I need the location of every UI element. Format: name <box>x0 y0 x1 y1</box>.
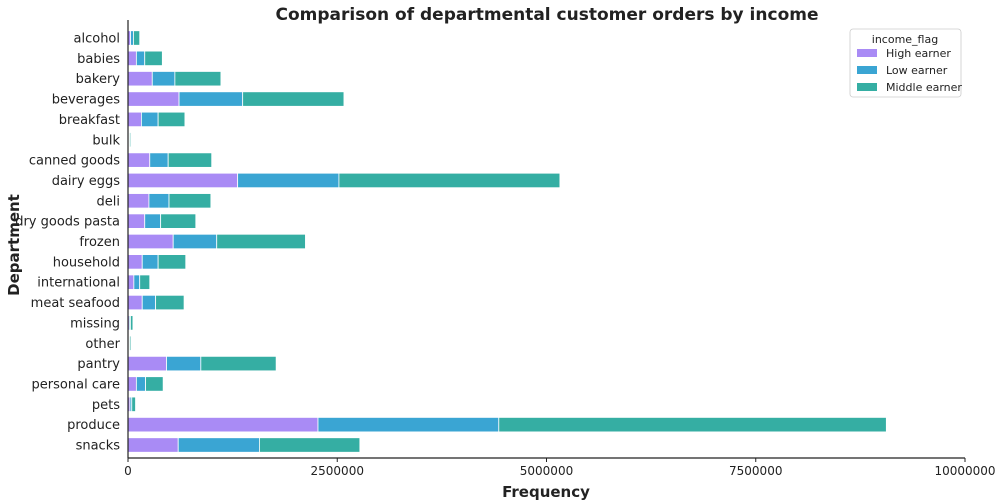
bar-household-high-earner <box>127 254 143 270</box>
y-tick-label-bulk: bulk <box>92 133 120 148</box>
bar-dry-goods-pasta-middle-earner <box>160 213 197 229</box>
bar-bakery-middle-earner <box>174 71 222 87</box>
legend-label-high-earner: High earner <box>886 47 951 60</box>
legend-swatch-high-earner <box>857 49 877 57</box>
bar-meat-seafood-low-earner <box>141 294 157 311</box>
y-tick-label-snacks: snacks <box>76 439 121 454</box>
bar-personal-care-middle-earner <box>145 376 164 392</box>
y-tick-label-household: household <box>53 255 120 270</box>
bar-dairy-eggs-middle-earner <box>338 172 561 189</box>
x-tick-label: 10000000 <box>934 464 995 478</box>
bar-alcohol-middle-earner <box>133 30 141 46</box>
bar-meat-seafood-high-earner <box>127 294 143 311</box>
y-tick-label-breakfast: breakfast <box>59 113 120 128</box>
y-tick-label-produce: produce <box>67 418 120 433</box>
bar-produce-high-earner <box>127 416 319 433</box>
bar-babies-middle-earner <box>144 50 163 66</box>
bar-produce-low-earner <box>317 416 500 433</box>
bar-international-low-earner <box>133 274 141 290</box>
bar-frozen-middle-earner <box>216 233 306 250</box>
legend-title: income_flag <box>872 33 938 46</box>
legend-label-low-earner: Low earner <box>886 64 948 77</box>
bar-international-high-earner <box>127 274 135 290</box>
bar-meat-seafood-middle-earner <box>155 294 185 311</box>
y-tick-label-bakery: bakery <box>76 72 121 87</box>
legend-swatch-low-earner <box>857 66 877 74</box>
bar-household-middle-earner <box>157 254 187 270</box>
y-tick-label-missing: missing <box>70 316 120 331</box>
x-tick-label: 7500000 <box>729 464 782 478</box>
x-tick-label: 0 <box>124 464 132 478</box>
y-tick-label-alcohol: alcohol <box>74 32 120 47</box>
bar-deli-high-earner <box>127 193 150 209</box>
bar-deli-middle-earner <box>168 193 212 209</box>
legend-label-middle-earner: Middle earner <box>886 81 962 94</box>
y-tick-labels: alcohol babies bakery beverages breakfast bul… <box>15 32 120 454</box>
y-tick-label-beverages: beverages <box>52 93 121 108</box>
legend-swatch-middle-earner <box>857 83 877 91</box>
y-tick-label-frozen: frozen <box>79 235 120 250</box>
bar-personal-care-high-earner <box>127 376 137 392</box>
bar-dry-goods-pasta-low-earner <box>144 213 162 229</box>
bar-beverages-low-earner <box>178 91 244 107</box>
bar-breakfast-middle-earner <box>157 111 186 128</box>
bar-beverages-middle-earner <box>242 91 345 107</box>
legend-box <box>849 28 962 98</box>
y-tick-label-dairy-eggs: dairy eggs <box>52 174 121 189</box>
bar-frozen-high-earner <box>127 233 174 250</box>
y-tick-label-international: international <box>37 276 120 291</box>
bar-alcohol-low-earner <box>130 30 134 46</box>
bar-dry-goods-pasta-high-earner <box>127 213 146 229</box>
bar-snacks-high-earner <box>127 437 179 453</box>
y-tick-label-pantry: pantry <box>77 357 120 372</box>
y-tick-label-personal-care: personal care <box>32 377 120 392</box>
legend: income_flag High earner Low earner Middle … <box>849 28 962 98</box>
bar-snacks-middle-earner <box>259 437 361 453</box>
bar-canned-goods-middle-earner <box>167 152 213 168</box>
x-tick-label: 2500000 <box>311 464 364 478</box>
y-tick-label-dry-goods-pasta: dry goods pasta <box>15 215 120 230</box>
bar-dairy-eggs-low-earner <box>237 172 340 189</box>
bar-pantry-high-earner <box>127 355 167 372</box>
bar-missing-middle-earner <box>130 315 134 331</box>
x-tick-labels: 0 2500000 5000000 7500000 10000000 <box>124 458 996 478</box>
bar-bulk-middle-earner <box>129 132 132 148</box>
y-tick-label-babies: babies <box>77 52 120 67</box>
bars-group <box>127 30 887 453</box>
y-tick-label-other: other <box>85 337 120 352</box>
bar-pets-middle-earner <box>131 396 136 412</box>
bar-bakery-low-earner <box>151 71 176 87</box>
bar-bakery-high-earner <box>127 71 153 87</box>
y-axis-label: Department <box>5 194 23 296</box>
chart-title: Comparison of departmental customer orde… <box>275 5 818 25</box>
bar-pantry-low-earner <box>166 355 202 372</box>
x-tick-label: 5000000 <box>520 464 573 478</box>
bar-household-low-earner <box>141 254 159 270</box>
bar-babies-low-earner <box>135 50 146 66</box>
bar-breakfast-low-earner <box>140 111 159 128</box>
bar-canned-goods-high-earner <box>127 152 151 168</box>
bar-international-middle-earner <box>139 274 151 290</box>
x-axis-label: Frequency <box>502 483 590 501</box>
bar-dairy-eggs-high-earner <box>127 172 239 189</box>
bar-snacks-low-earner <box>177 437 260 453</box>
bar-babies-high-earner <box>127 50 137 66</box>
y-tick-label-deli: deli <box>97 194 120 209</box>
bar-breakfast-high-earner <box>127 111 142 128</box>
bar-personal-care-low-earner <box>135 376 146 392</box>
bar-produce-middle-earner <box>498 416 887 433</box>
bar-canned-goods-low-earner <box>149 152 169 168</box>
y-tick-label-pets: pets <box>92 398 120 413</box>
bar-frozen-low-earner <box>172 233 218 250</box>
y-tick-label-meat-seafood: meat seafood <box>31 296 120 311</box>
bar-other-middle-earner <box>129 335 132 351</box>
bar-deli-low-earner <box>148 193 170 209</box>
bar-pantry-middle-earner <box>200 355 277 372</box>
bar-beverages-high-earner <box>127 91 180 107</box>
y-tick-label-canned-goods: canned goods <box>29 154 120 169</box>
